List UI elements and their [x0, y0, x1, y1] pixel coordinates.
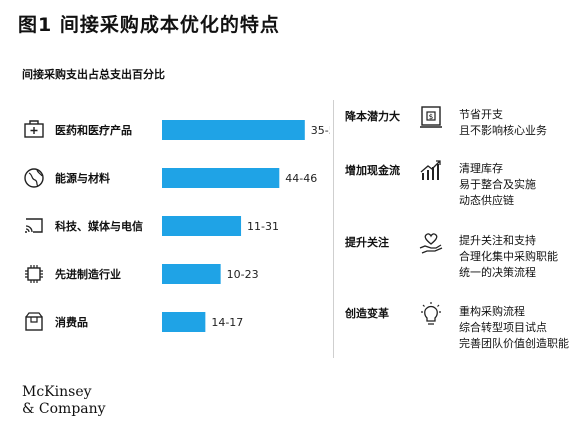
category-label: 能源与材料 [55, 171, 110, 185]
logo-line-2: & Company [22, 401, 106, 417]
benefit-line: 动态供应链 [459, 194, 514, 207]
category-label: 医药和医疗产品 [55, 123, 132, 137]
bar [162, 264, 221, 284]
bar-value-label: 35-56 [311, 124, 330, 137]
benefit-label: 提升关注 [345, 236, 389, 249]
benefit-line: 重构采购流程 [459, 305, 525, 318]
bar [162, 168, 280, 188]
bar-value-label: 44-46 [285, 172, 317, 185]
benefit-line: 统一的决策流程 [459, 266, 536, 279]
category-label: 科技、媒体与电信 [55, 219, 143, 233]
wallet-icon: $ [418, 104, 444, 130]
mckinsey-logo: McKinsey & Company [22, 384, 106, 418]
bar [162, 216, 242, 236]
bar-value-label: 11-31 [247, 220, 279, 233]
logo-line-1: McKinsey [22, 384, 92, 400]
benefit-line: 提升关注和支持 [459, 234, 536, 247]
lightbulb-icon [418, 301, 444, 327]
benefit-line: 综合转型项目试点 [459, 321, 547, 334]
globe-icon [24, 168, 44, 188]
bar [162, 120, 305, 140]
bar [162, 312, 206, 332]
benefit-description: 节省开支且不影响核心业务 [459, 107, 547, 139]
benefit-description: 重构采购流程综合转型项目试点完善团队价值创造职能 [459, 304, 569, 352]
benefit-line: 完善团队价值创造职能 [459, 337, 569, 350]
section-divider [333, 100, 334, 358]
svg-text:$: $ [429, 113, 433, 121]
benefit-label: 增加现金流 [345, 164, 400, 177]
growth-chart-icon [418, 158, 444, 184]
shopping-box-icon [25, 312, 43, 331]
category-label: 消费品 [55, 315, 88, 329]
benefit-line: 节省开支 [459, 108, 503, 121]
benefit-description: 清理库存易于整合及实施 动态供应链 [459, 161, 536, 209]
benefit-line: 易于整合及实施 [459, 178, 536, 191]
page-title: 图1 间接采购成本优化的特点 [18, 14, 280, 36]
benefit-line: 合理化集中采购职能 [459, 250, 558, 263]
benefit-line: 且不影响核心业务 [459, 124, 547, 137]
benefit-line: 清理库存 [459, 162, 503, 175]
heart-hand-icon [418, 230, 444, 256]
chip-icon [25, 265, 43, 283]
bar-value-label: 14-17 [211, 316, 243, 329]
benefit-label: 创造变革 [345, 307, 389, 320]
chart-subtitle: 间接采购支出占总支出百分比 [22, 68, 165, 81]
wifi-screen-icon [25, 218, 43, 233]
benefit-label: 降本潜力大 [345, 110, 400, 123]
category-label: 先进制造行业 [55, 267, 121, 281]
medical-kit-icon [24, 120, 44, 138]
benefit-description: 提升关注和支持合理化集中采购职能 统一的决策流程 [459, 233, 558, 281]
bar-value-label: 10-23 [227, 268, 259, 281]
